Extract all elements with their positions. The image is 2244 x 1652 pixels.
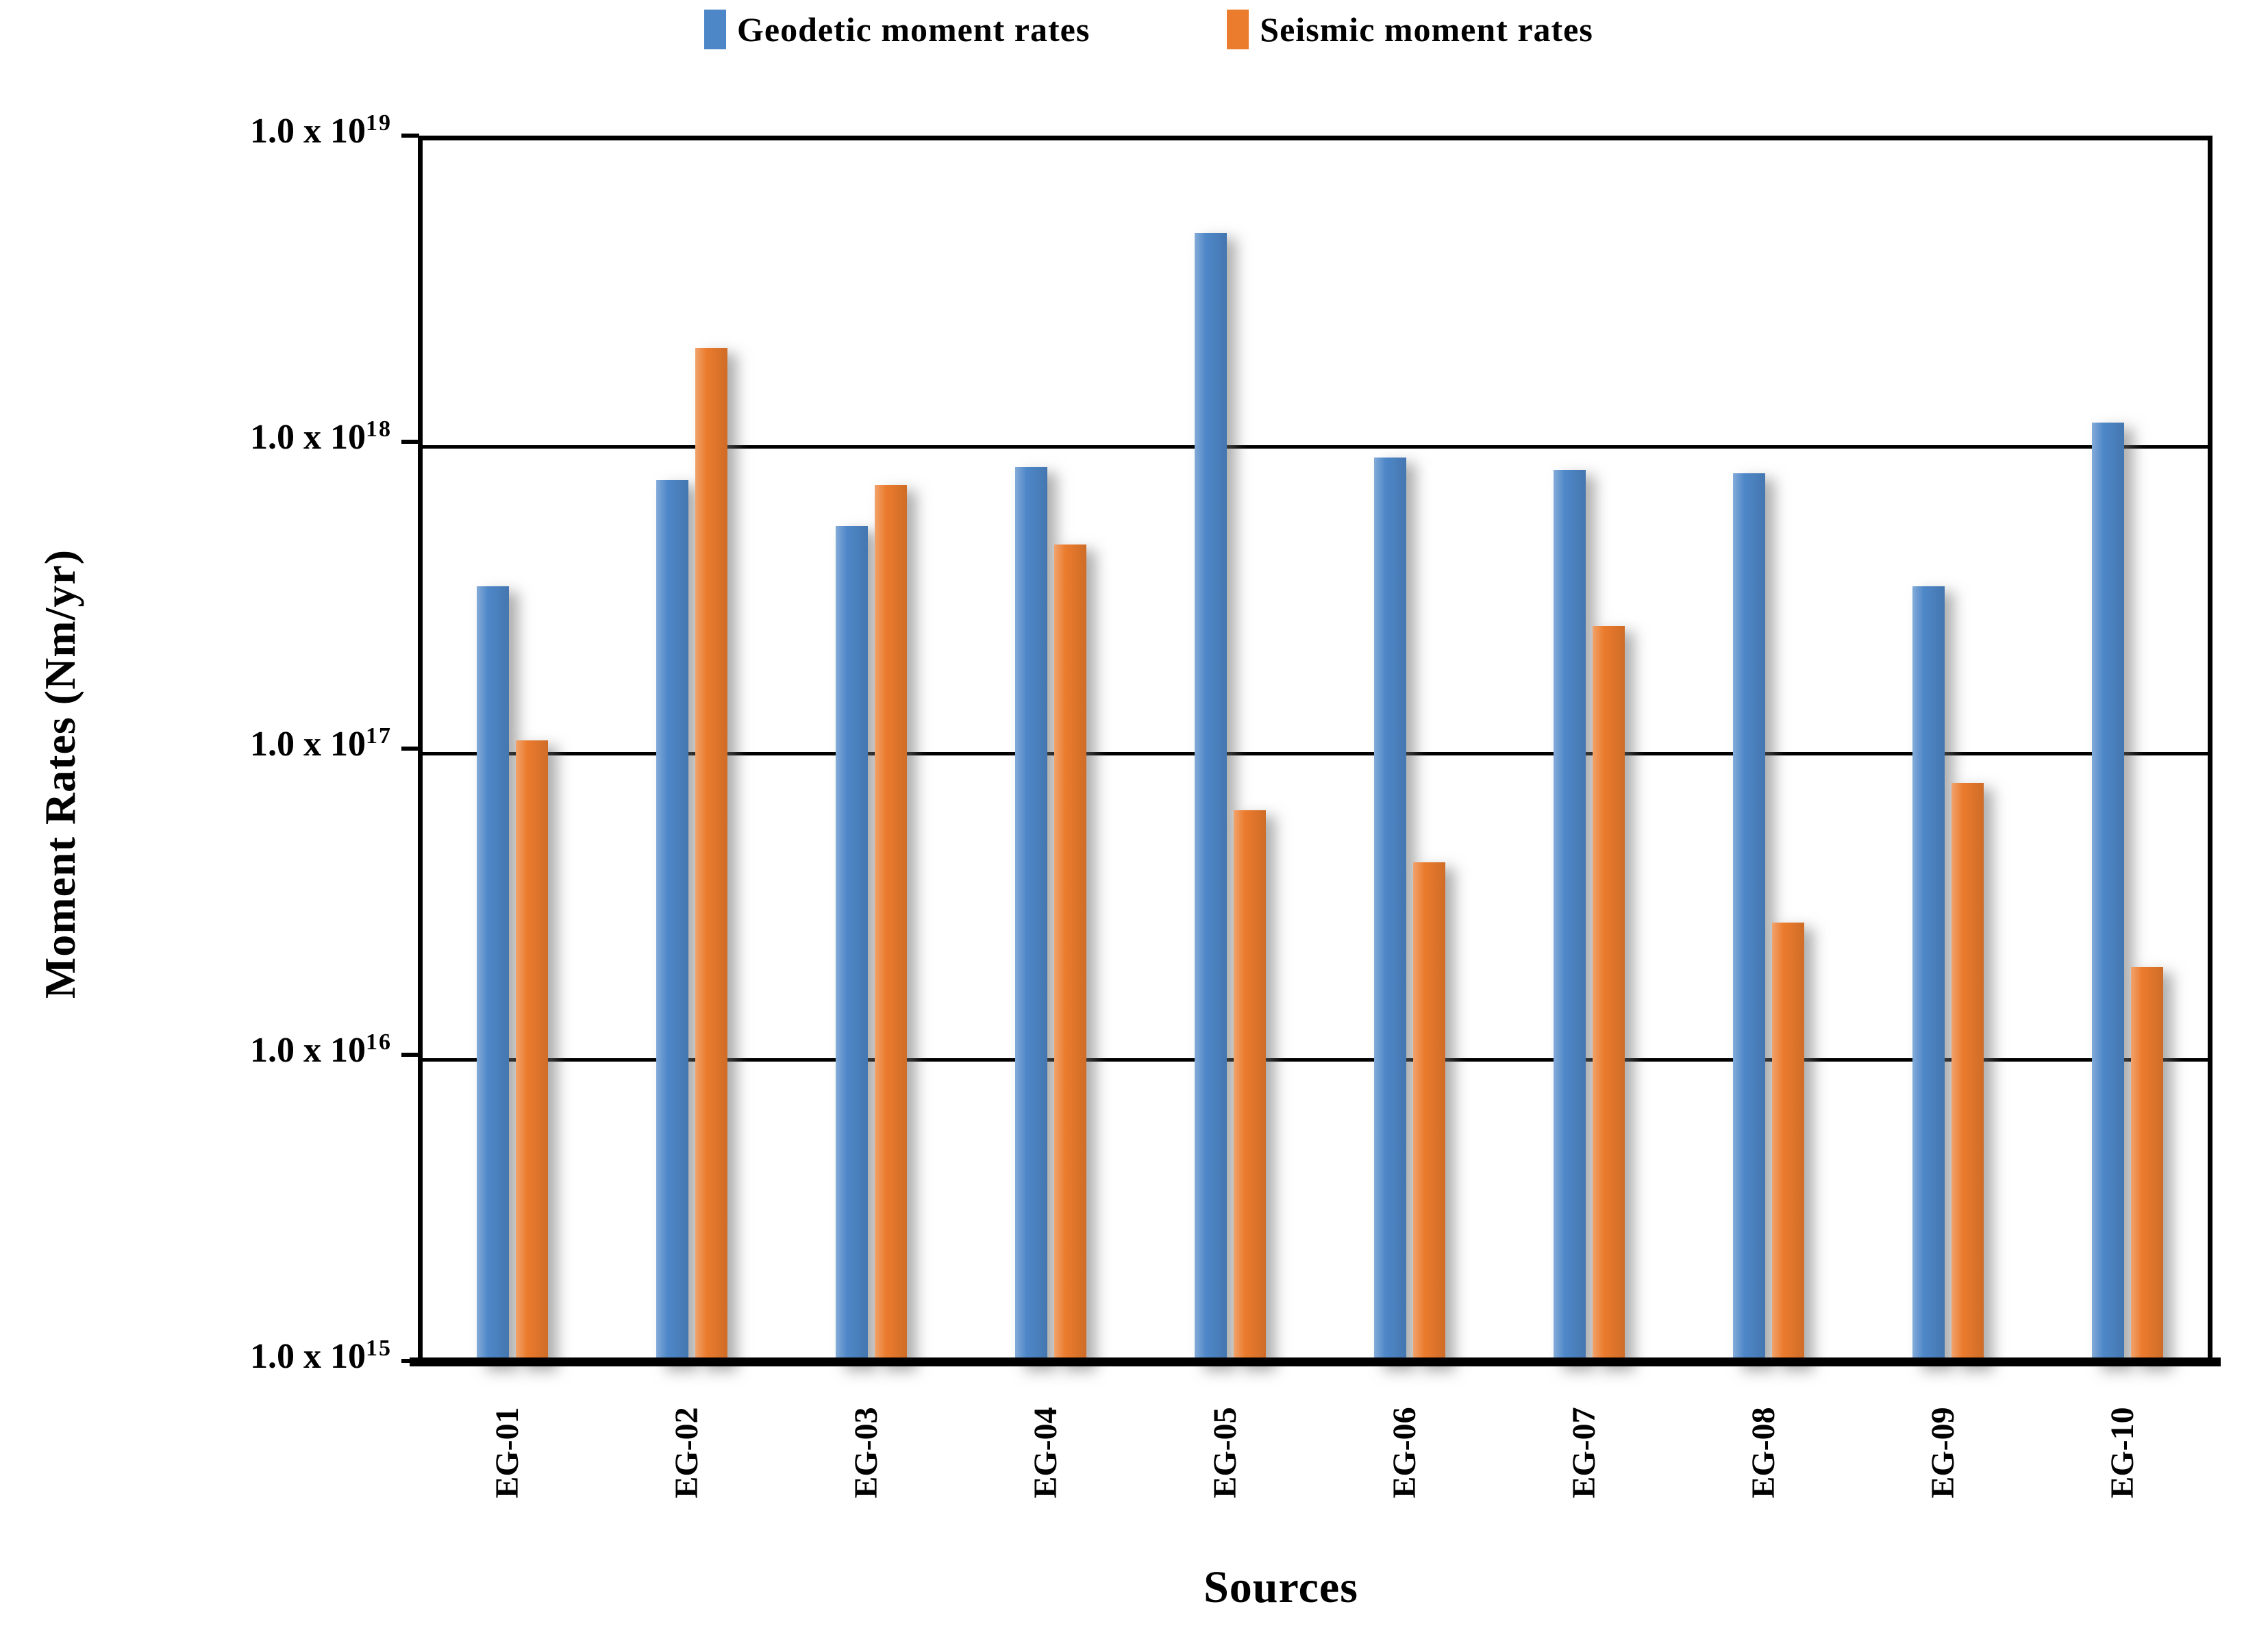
gridline-1e16 [423,1057,2208,1062]
x-axis-line [410,1357,2221,1366]
bar-seismic-EG-10 [2131,967,2163,1366]
bar-geodetic-EG-02 [656,479,688,1366]
bar-seismic-EG-04 [1054,544,1086,1366]
x-tick-label-EG-08: EG-08 [1745,1407,1782,1499]
x-axis-title: Sources [1075,1562,1486,1614]
legend-item-seismic: Seismic moment rates [1227,10,1593,49]
y-tick-exponent: 18 [366,416,392,442]
bar-seismic-EG-02 [695,348,727,1366]
bar-seismic-EG-08 [1772,922,1804,1366]
legend-label: Geodetic moment rates [737,10,1090,49]
y-tick-mark [401,1052,419,1057]
y-tick-label-1e16: 1.0 x 1016 [0,1029,392,1071]
y-tick-mark [401,746,419,751]
y-tick-label-1e18: 1.0 x 1018 [0,416,392,458]
gridline-1e18 [423,445,2208,449]
bar-geodetic-EG-08 [1733,473,1765,1366]
legend-label: Seismic moment rates [1260,10,1593,49]
bar-seismic-EG-07 [1593,625,1625,1366]
x-tick-label-EG-06: EG-06 [1386,1407,1423,1499]
bar-geodetic-EG-09 [1912,586,1945,1366]
y-tick-mantissa: 1.0 x 10 [250,724,366,764]
y-tick-label-1e19: 1.0 x 1019 [0,110,392,151]
bar-geodetic-EG-01 [477,586,509,1366]
y-axis-title: Moment Rates (Nm/yr) [33,260,88,1288]
y-axis-title-text: Moment Rates (Nm/yr) [36,549,84,999]
x-tick-label-EG-04: EG-04 [1027,1407,1064,1499]
bar-seismic-EG-05 [1234,810,1266,1366]
y-tick-mantissa: 1.0 x 10 [250,1030,366,1070]
y-tick-exponent: 17 [366,723,392,749]
y-tick-label-1e15: 1.0 x 1015 [0,1336,392,1377]
bar-seismic-EG-01 [516,740,548,1366]
bar-geodetic-EG-03 [836,526,868,1366]
y-tick-mantissa: 1.0 x 10 [250,1336,366,1376]
x-tick-label-EG-07: EG-07 [1566,1407,1602,1499]
bar-geodetic-EG-06 [1374,458,1406,1366]
bar-seismic-EG-09 [1952,782,1984,1366]
bar-geodetic-EG-04 [1015,466,1047,1366]
bar-seismic-EG-06 [1413,862,1445,1366]
legend-item-geodetic: Geodetic moment rates [704,10,1090,49]
x-tick-label-EG-05: EG-05 [1207,1407,1243,1499]
y-tick-mantissa: 1.0 x 10 [250,111,366,151]
x-tick-label-EG-10: EG-10 [2104,1407,2141,1499]
legend-swatch-icon [704,10,727,49]
x-tick-label-EG-09: EG-09 [1925,1407,1961,1499]
y-tick-label-1e17: 1.0 x 1017 [0,723,392,764]
y-tick-mark [401,440,419,445]
gridline-1e17 [423,751,2208,755]
y-tick-exponent: 15 [366,1335,392,1361]
bar-geodetic-EG-10 [2092,422,2124,1366]
legend: Geodetic moment rates Seismic moment rate… [704,10,1593,49]
y-tick-exponent: 16 [366,1029,392,1055]
x-tick-label-EG-02: EG-02 [669,1407,705,1499]
bar-geodetic-EG-05 [1195,232,1227,1366]
y-tick-mark [401,134,419,138]
y-tick-mantissa: 1.0 x 10 [250,418,366,458]
bar-seismic-EG-03 [875,485,907,1366]
bar-geodetic-EG-07 [1554,470,1586,1366]
y-tick-exponent: 19 [366,110,392,136]
plot-area [418,136,2212,1366]
legend-swatch-icon [1227,10,1249,49]
x-tick-label-EG-01: EG-01 [489,1407,525,1499]
x-axis-title-text: Sources [1204,1562,1358,1612]
x-tick-label-EG-03: EG-03 [848,1407,884,1499]
